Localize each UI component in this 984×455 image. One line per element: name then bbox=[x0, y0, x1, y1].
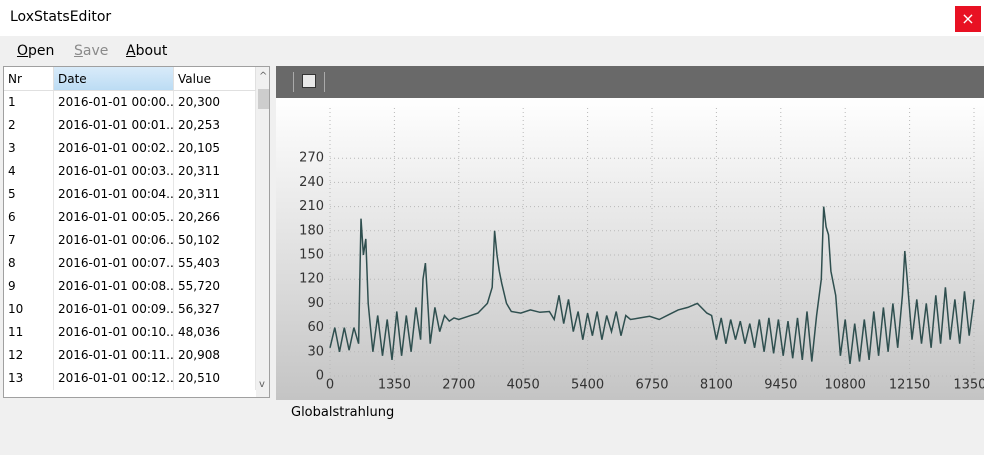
print-button[interactable] bbox=[302, 74, 316, 88]
series-line bbox=[329, 206, 975, 364]
table-cell: 2016-01-01 00:08... bbox=[54, 275, 174, 298]
table-cell: 20,311 bbox=[174, 183, 256, 206]
menu-open[interactable]: Open bbox=[17, 43, 55, 59]
table-cell: 50,102 bbox=[174, 229, 256, 252]
chart-toolbar bbox=[276, 66, 984, 98]
table-cell: 2016-01-01 00:02... bbox=[54, 137, 174, 160]
table-cell: 55,403 bbox=[174, 252, 256, 275]
table-cell: 20,253 bbox=[174, 114, 256, 137]
table-cell: 2016-01-01 00:03... bbox=[54, 160, 174, 183]
table-cell: 20,311 bbox=[174, 160, 256, 183]
x-tick-label: 12150 bbox=[889, 378, 930, 393]
scrollbar[interactable]: ^ v bbox=[256, 67, 269, 397]
table-cell: 10 bbox=[4, 298, 54, 321]
table-cell: 12 bbox=[4, 344, 54, 367]
y-tick-label: 180 bbox=[299, 223, 324, 238]
column-header: Date bbox=[54, 67, 174, 91]
scroll-down[interactable]: v bbox=[259, 379, 265, 390]
table-cell: 2016-01-01 00:11... bbox=[54, 344, 174, 367]
y-tick-label: 150 bbox=[299, 248, 324, 263]
series-label: Globalstrahlung bbox=[291, 405, 395, 420]
separator bbox=[293, 72, 294, 92]
table-cell: 7 bbox=[4, 229, 54, 252]
title-bar: LoxStatsEditor × bbox=[0, 0, 984, 36]
y-tick-label: 270 bbox=[299, 151, 324, 166]
menu-about[interactable]: About bbox=[126, 43, 168, 59]
table-cell: 11 bbox=[4, 321, 54, 344]
table-cell: 5 bbox=[4, 183, 54, 206]
scroll-up[interactable]: ^ bbox=[259, 71, 268, 82]
table-cell: 20,105 bbox=[174, 137, 256, 160]
y-tick-label: 210 bbox=[299, 199, 324, 214]
table-cell: 20,300 bbox=[174, 91, 256, 114]
table-cell: 2016-01-01 00:09... bbox=[54, 298, 174, 321]
x-tick-label: 8100 bbox=[700, 378, 733, 393]
x-tick-label: 5400 bbox=[571, 378, 604, 393]
y-tick-label: 90 bbox=[307, 296, 324, 311]
window-title: LoxStatsEditor bbox=[10, 9, 112, 25]
table-cell: 55,720 bbox=[174, 275, 256, 298]
table-cell: 56,327 bbox=[174, 298, 256, 321]
table-cell: 4 bbox=[4, 160, 54, 183]
x-tick-label: 13500 bbox=[953, 378, 984, 393]
table-cell: 2016-01-01 00:12... bbox=[54, 367, 174, 390]
table-cell: 13 bbox=[4, 367, 54, 390]
x-tick-label: 6750 bbox=[635, 378, 668, 393]
close-button[interactable]: × bbox=[955, 6, 981, 32]
table-cell: 2016-01-01 00:06... bbox=[54, 229, 174, 252]
table-cell: 2016-01-01 00:05... bbox=[54, 206, 174, 229]
table-cell: 2016-01-01 00:01... bbox=[54, 114, 174, 137]
x-tick-label: 0 bbox=[326, 378, 334, 393]
table-cell: 2016-01-01 00:04... bbox=[54, 183, 174, 206]
x-tick-label: 4050 bbox=[507, 378, 540, 393]
table-cell: 20,510 bbox=[174, 367, 256, 390]
menu-save: Save bbox=[74, 43, 109, 59]
data-grid: Nr Date Value 1 2016-01-01 00:00... 20,300 2 20… bbox=[3, 66, 270, 398]
scroll-thumb[interactable] bbox=[258, 89, 269, 109]
y-tick-label: 240 bbox=[299, 175, 324, 190]
table-cell: 48,036 bbox=[174, 321, 256, 344]
column-header: Nr bbox=[4, 67, 54, 91]
table-cell: 2016-01-01 00:10... bbox=[54, 321, 174, 344]
table-cell: 2 bbox=[4, 114, 54, 137]
x-tick-label: 1350 bbox=[378, 378, 411, 393]
table-cell: 1 bbox=[4, 91, 54, 114]
x-tick-label: 10800 bbox=[825, 378, 866, 393]
menu-bar: Open Save About bbox=[0, 37, 984, 65]
column-header: Value bbox=[174, 67, 256, 91]
table-cell: 3 bbox=[4, 137, 54, 160]
y-tick-label: 30 bbox=[307, 344, 324, 359]
table-cell: 6 bbox=[4, 206, 54, 229]
table-cell: 2016-01-01 00:00... bbox=[54, 91, 174, 114]
table-cell: 20,266 bbox=[174, 206, 256, 229]
table-cell: 20,908 bbox=[174, 344, 256, 367]
y-tick-label: 120 bbox=[299, 272, 324, 287]
y-tick-label: 60 bbox=[307, 320, 324, 335]
y-tick-label: 0 bbox=[316, 369, 324, 384]
x-tick-label: 2700 bbox=[442, 378, 475, 393]
table-cell: 8 bbox=[4, 252, 54, 275]
x-tick-label: 9450 bbox=[764, 378, 797, 393]
table-cell: 2016-01-01 00:07... bbox=[54, 252, 174, 275]
table-cell: 9 bbox=[4, 275, 54, 298]
separator bbox=[324, 72, 325, 92]
